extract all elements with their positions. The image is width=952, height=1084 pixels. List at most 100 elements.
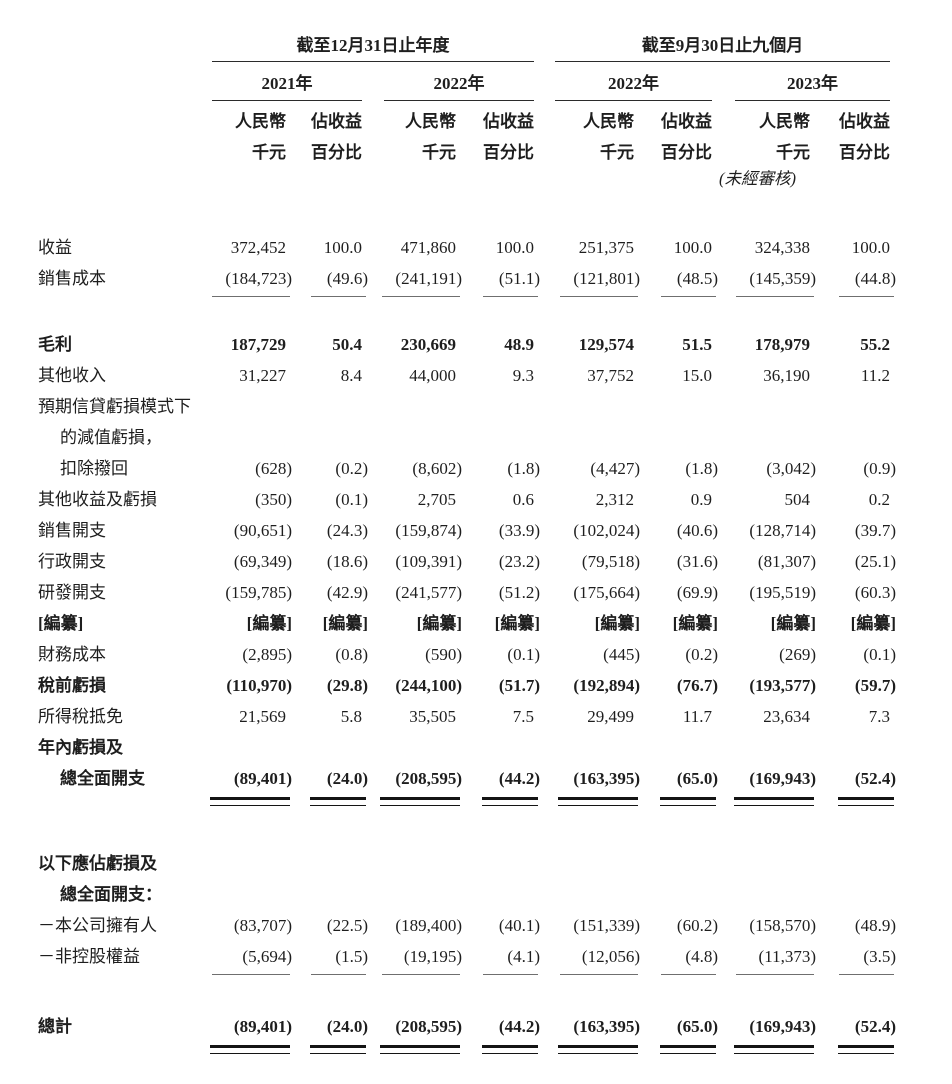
double-underline-rule bbox=[310, 797, 366, 806]
underline-rule bbox=[839, 296, 894, 297]
row-label: 其他收益及虧損 bbox=[38, 490, 157, 509]
double-underline-rule bbox=[310, 1045, 366, 1054]
cell-value: 129,574 bbox=[578, 335, 634, 354]
cell-value: (0.1) bbox=[507, 645, 540, 664]
cell-value: (241,191) bbox=[395, 269, 462, 288]
cell-value bbox=[712, 879, 810, 910]
cell-value: (158,570) bbox=[749, 916, 816, 935]
cell-value: [編纂] bbox=[672, 614, 718, 633]
cell-value: (244,100) bbox=[395, 676, 462, 695]
cell-value: (241,577) bbox=[395, 583, 462, 602]
period-group-nine-months: 截至9月30日止九個月 bbox=[534, 24, 890, 62]
row-label: 行政開支 bbox=[38, 552, 106, 571]
double-underline-rule bbox=[734, 797, 814, 806]
cell-value: (60.2) bbox=[676, 916, 718, 935]
cell-value: (2,895) bbox=[242, 645, 292, 664]
double-rule-row bbox=[38, 1042, 894, 1058]
cell-value: (1.5) bbox=[335, 947, 368, 966]
unit-header-row-2: 千元 百分比 千元 百分比 千元 百分比 千元 百分比 bbox=[38, 131, 890, 162]
cell-value: (121,801) bbox=[573, 269, 640, 288]
row-label: 毛利 bbox=[38, 335, 72, 354]
cell-value: 504 bbox=[784, 490, 811, 509]
row-label: 年內虧損及 bbox=[38, 738, 123, 757]
cell-value: 8.4 bbox=[340, 366, 362, 385]
unit-header-percent: 百分比 bbox=[839, 143, 890, 162]
cell-value: (90,651) bbox=[233, 521, 292, 540]
cell-value: (52.4) bbox=[854, 1017, 896, 1036]
cell-value: [編纂] bbox=[594, 614, 640, 633]
cell-value: (23.2) bbox=[498, 552, 540, 571]
underline-rule bbox=[736, 974, 814, 975]
double-underline-rule bbox=[380, 1045, 460, 1054]
period-group-annual: 截至12月31日止年度 bbox=[206, 24, 534, 62]
cell-value bbox=[286, 391, 362, 422]
cell-value: (145,359) bbox=[749, 269, 816, 288]
unaudited-note-row: (未經審核) bbox=[38, 162, 890, 192]
cell-value: 31,227 bbox=[239, 366, 286, 385]
double-underline-rule bbox=[380, 797, 460, 806]
cell-value bbox=[362, 422, 456, 453]
cell-value bbox=[534, 848, 634, 879]
year-header-2022-9m: 2022年 bbox=[534, 62, 712, 101]
cell-value bbox=[634, 422, 712, 453]
row-label: 財務成本 bbox=[38, 645, 106, 664]
cell-value: (3.5) bbox=[863, 947, 896, 966]
cell-value bbox=[456, 848, 534, 879]
cell-value: (0.9) bbox=[863, 459, 896, 478]
cell-value: [編纂] bbox=[416, 614, 462, 633]
cell-value: (4.8) bbox=[685, 947, 718, 966]
cell-value: (51.2) bbox=[498, 583, 540, 602]
cell-value bbox=[206, 391, 286, 422]
cell-value: 44,000 bbox=[409, 366, 456, 385]
year-label: 2022年 bbox=[384, 74, 534, 101]
cell-value: (40.6) bbox=[676, 521, 718, 540]
unaudited-note-cell: (未經審核) bbox=[534, 162, 810, 192]
unit-header-percent: 百分比 bbox=[483, 143, 534, 162]
cell-value bbox=[286, 422, 362, 453]
cell-value: (40.1) bbox=[498, 916, 540, 935]
cell-value bbox=[810, 848, 890, 879]
double-underline-rule bbox=[838, 797, 894, 806]
cell-value: 372,452 bbox=[230, 238, 286, 257]
cell-value: 7.3 bbox=[868, 707, 890, 726]
cell-value bbox=[362, 879, 456, 910]
table-row: 其他收益及虧損 (350) (0.1) 2,705 0.6 2,312 0.9 504 0.2 bbox=[38, 484, 890, 515]
cell-value: (44.8) bbox=[854, 269, 896, 288]
cell-value: 100.0 bbox=[323, 238, 362, 257]
cell-value: (175,664) bbox=[573, 583, 640, 602]
cell-value: (48.9) bbox=[854, 916, 896, 935]
cell-value: 37,752 bbox=[587, 366, 634, 385]
cell-value: (159,785) bbox=[225, 583, 292, 602]
cell-value bbox=[534, 422, 634, 453]
table-row: 稅前虧損 (110,970) (29.8) (244,100) (51.7) (192,8… bbox=[38, 670, 896, 701]
cell-value: (1.8) bbox=[685, 459, 718, 478]
table-row: 銷售開支 (90,651) (24.3) (159,874) (33.9) (102,02… bbox=[38, 515, 896, 546]
cell-value: (65.0) bbox=[676, 1017, 718, 1036]
cell-value bbox=[456, 391, 534, 422]
header-spacer-cell bbox=[38, 24, 206, 62]
cell-value: (208,595) bbox=[395, 1017, 462, 1036]
double-underline-rule bbox=[210, 797, 290, 806]
cell-value: 0.6 bbox=[512, 490, 534, 509]
spacer-row bbox=[38, 303, 890, 329]
cell-value bbox=[634, 732, 712, 763]
cell-value: (151,339) bbox=[573, 916, 640, 935]
table-row: 其他收入 31,227 8.4 44,000 9.3 37,752 15.0 36,190 11… bbox=[38, 360, 890, 391]
unit-header-amount: 千元 bbox=[600, 143, 634, 162]
cell-value: (52.4) bbox=[854, 769, 896, 788]
cell-value bbox=[634, 391, 712, 422]
cell-value: (193,577) bbox=[749, 676, 816, 695]
cell-value: (89,401) bbox=[233, 1017, 292, 1036]
cell-value: 50.4 bbox=[332, 335, 362, 354]
row-label: 預期信貸虧損模式下 bbox=[38, 397, 191, 416]
cell-value: (51.1) bbox=[498, 269, 540, 288]
cell-value: (31.6) bbox=[676, 552, 718, 571]
table-row: 以下應佔虧損及 bbox=[38, 848, 890, 879]
cell-value: (0.2) bbox=[335, 459, 368, 478]
row-label: 銷售成本 bbox=[38, 269, 106, 288]
cell-value: 51.5 bbox=[682, 335, 712, 354]
year-header-2022: 2022年 bbox=[362, 62, 534, 101]
double-underline-rule bbox=[558, 797, 638, 806]
cell-value: 15.0 bbox=[682, 366, 712, 385]
double-underline-rule bbox=[838, 1045, 894, 1054]
